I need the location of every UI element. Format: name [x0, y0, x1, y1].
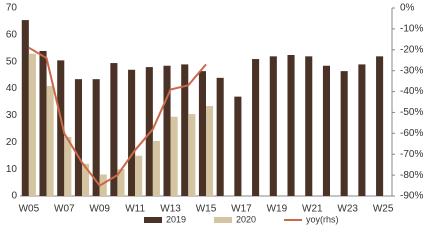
bar [39, 50, 47, 196]
bar [206, 106, 214, 196]
bar [57, 60, 65, 196]
x-tick-label: W19 [267, 204, 288, 215]
bar [340, 71, 348, 196]
bar [82, 163, 90, 196]
line [28, 46, 207, 187]
bar [252, 59, 260, 197]
x-tick-label: W11 [125, 204, 145, 215]
x-tick-label: W15 [196, 204, 217, 215]
legend-swatch [214, 217, 232, 223]
bar [21, 20, 29, 197]
legend-swatch [144, 217, 162, 223]
bar [305, 56, 313, 196]
x-tick-label: W23 [337, 204, 358, 215]
legend-label: 2020 [236, 214, 256, 224]
x-tick-label: W13 [160, 204, 181, 215]
bar [234, 96, 242, 196]
bar [181, 64, 189, 197]
y-tick-label: 70 [6, 3, 18, 14]
y2-tick-label: 0% [400, 3, 415, 14]
y-tick-label: 50 [6, 56, 18, 67]
bar [64, 136, 72, 196]
bar [145, 67, 153, 196]
x-tick-label: W17 [231, 204, 252, 215]
x-tick-label: W09 [89, 204, 110, 215]
x-tick-label: W05 [19, 204, 40, 215]
bar [74, 79, 82, 196]
y2-tick-label: -70% [400, 149, 423, 160]
y-tick-label: 20 [6, 137, 18, 148]
bar [163, 65, 171, 196]
y2-tick-label: -50% [400, 107, 423, 118]
y-tick-label: 40 [6, 83, 18, 94]
y2-tick-label: -10% [400, 24, 423, 35]
bar [170, 116, 178, 196]
chart: 0 10 20 30 40 50 60 70 0% -10% -20% -30% -40% -50% -60… [6, 3, 424, 225]
bar [92, 79, 100, 196]
x-tick-label: W25 [373, 204, 394, 215]
bar [376, 56, 384, 196]
y2-tick-label: -60% [400, 128, 423, 139]
y2-tick-label: -90% [400, 191, 423, 202]
bar [188, 114, 196, 196]
bar [46, 85, 54, 196]
y2-tick-label: -30% [400, 65, 423, 76]
bar [322, 65, 330, 196]
bar [198, 71, 206, 196]
bar [110, 63, 118, 196]
bar [216, 77, 224, 196]
bar [128, 69, 136, 196]
y-tick-label: 30 [6, 110, 18, 121]
x-tick-label: W21 [302, 204, 323, 215]
bar [99, 174, 107, 196]
y2-tick-label: -80% [400, 170, 423, 181]
y-tick-label: 60 [6, 29, 18, 40]
bar [269, 56, 277, 196]
bar [135, 155, 143, 196]
y2-tick-label: -20% [400, 44, 423, 55]
legend-label: 2019 [166, 214, 186, 224]
bar [358, 64, 366, 197]
y-tick-label: 0 [11, 191, 17, 202]
bar [287, 55, 295, 196]
bar [117, 169, 125, 196]
bar [152, 140, 160, 196]
bar [28, 53, 36, 197]
y-tick-label: 10 [6, 164, 18, 175]
legend-label: yoy(rhs) [306, 214, 339, 224]
y2-tick-label: -40% [400, 86, 423, 97]
x-tick-label: W07 [54, 204, 75, 215]
